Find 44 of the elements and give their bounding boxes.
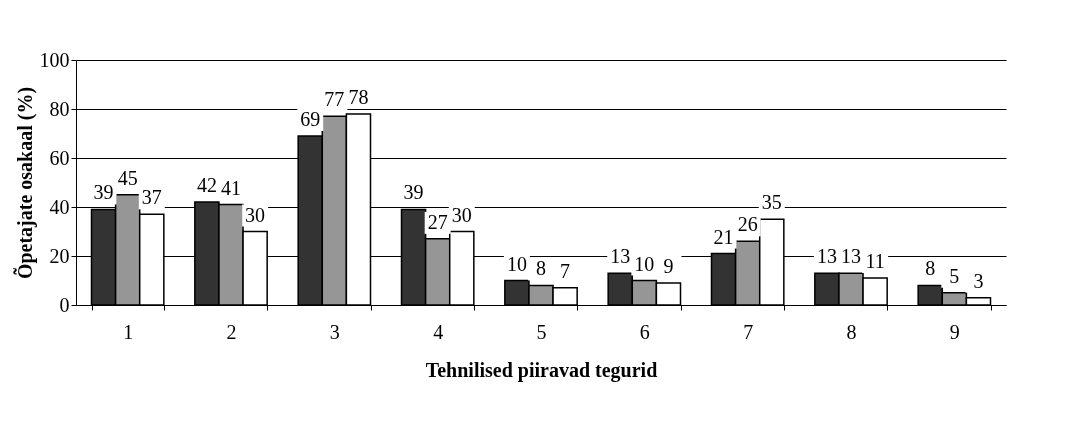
data-label: 21 — [713, 225, 734, 248]
data-label: 30 — [451, 203, 472, 226]
y-tick-label: 60 — [49, 146, 70, 169]
data-label: 78 — [348, 85, 369, 108]
y-tick-label: 0 — [59, 293, 70, 316]
x-tick-label: 7 — [743, 320, 754, 343]
y-tick-label: 80 — [49, 97, 70, 120]
x-tick-label: 1 — [123, 320, 134, 343]
x-tick-label: 8 — [846, 320, 857, 343]
data-label: 5 — [949, 264, 960, 287]
data-label: 10 — [634, 252, 655, 275]
data-label: 35 — [761, 191, 782, 214]
x-tick-label: 9 — [949, 320, 960, 343]
data-label: 41 — [221, 176, 241, 199]
x-tick-label: 4 — [433, 320, 444, 343]
data-label: 8 — [925, 257, 936, 280]
x-tick-label: 2 — [226, 320, 237, 343]
data-label: 26 — [737, 213, 758, 236]
data-label: 69 — [300, 107, 321, 130]
data-label: 10 — [506, 252, 527, 275]
data-label: 3 — [973, 269, 984, 292]
data-label: 9 — [663, 254, 674, 277]
data-label: 37 — [141, 186, 162, 209]
data-label: 77 — [324, 88, 345, 111]
data-label: 39 — [403, 181, 424, 204]
data-label: 45 — [117, 166, 138, 189]
data-label: 42 — [196, 174, 217, 197]
x-tick-label: 3 — [329, 320, 340, 343]
data-label: 13 — [816, 245, 837, 268]
data-label: 13 — [610, 245, 631, 268]
data-label: 7 — [560, 259, 571, 282]
data-label: 11 — [865, 250, 885, 273]
y-tick-label: 20 — [49, 244, 70, 267]
x-tick-label: 6 — [639, 320, 650, 343]
data-label: 13 — [841, 245, 861, 268]
y-tick-label: 40 — [49, 195, 70, 218]
y-tick-label: 100 — [39, 48, 70, 71]
data-label: 8 — [536, 257, 546, 280]
x-tick-label: 5 — [536, 320, 547, 343]
y-axis-title: Õpetajate osakaal (%) — [12, 86, 37, 280]
data-label: 30 — [245, 203, 266, 226]
data-label: 27 — [427, 210, 448, 233]
data-label: 39 — [93, 181, 114, 204]
x-axis-title: Tehnilised piiravad tegurid — [425, 358, 658, 382]
